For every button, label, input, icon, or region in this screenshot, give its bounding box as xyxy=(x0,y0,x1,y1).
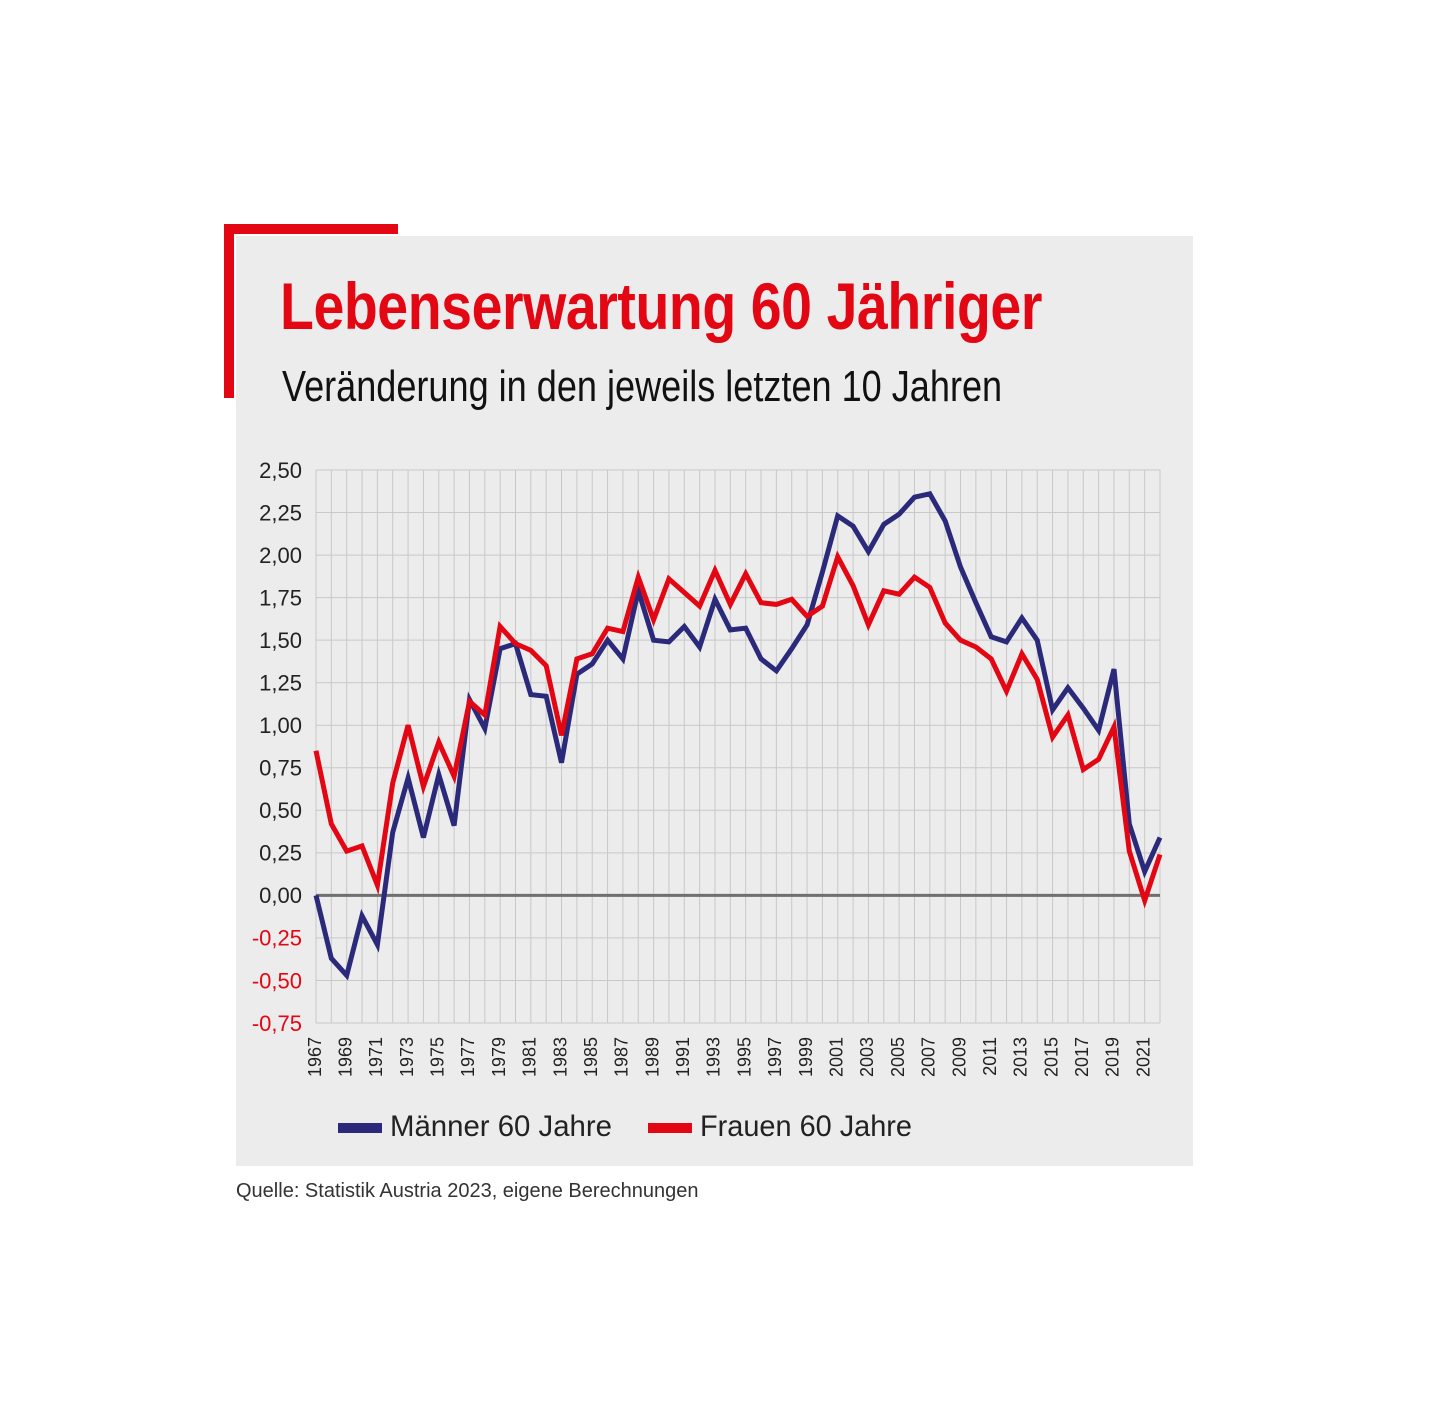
x-tick-label: 2007 xyxy=(919,1037,939,1077)
x-tick-label: 1987 xyxy=(612,1037,632,1077)
x-tick-label: 2013 xyxy=(1011,1037,1031,1077)
y-tick-label: 1,75 xyxy=(259,585,302,610)
x-tick-label: 1977 xyxy=(458,1037,478,1077)
x-axis-ticks: 1967 1969 1971 1973 1975 1977 1979 1981 1983 1985… xyxy=(305,1037,1154,1077)
x-tick-label: 2011 xyxy=(980,1037,1000,1076)
legend-label-1: Frauen 60 Jahre xyxy=(700,1110,912,1143)
legend: Männer 60 Jahre Frauen 60 Jahre xyxy=(338,1110,912,1143)
accent-bar-top xyxy=(224,224,398,234)
x-tick-label: 2003 xyxy=(857,1037,877,1077)
x-tick-label: 2001 xyxy=(826,1037,846,1077)
y-axis-ticks: 2,50 2,25 2,00 1,75 1,50 1,25 1,00 0,75 0,50 0,25… xyxy=(252,458,302,1036)
series-lines xyxy=(313,490,1163,981)
x-tick-label: 1995 xyxy=(734,1037,754,1077)
x-tick-label: 1979 xyxy=(489,1037,509,1077)
y-tick-label: -0,50 xyxy=(252,968,302,993)
x-tick-label: 1985 xyxy=(581,1037,601,1077)
chart-title: Lebenserwartung 60 Jähriger xyxy=(280,269,1043,343)
y-tick-label: 1,25 xyxy=(259,671,302,696)
y-tick-label: 0,00 xyxy=(259,883,302,908)
x-tick-label: 2005 xyxy=(888,1037,908,1077)
source-note: Quelle: Statistik Austria 2023, eigene B… xyxy=(236,1180,699,1202)
y-tick-label: 0,50 xyxy=(259,798,302,823)
x-tick-label: 1997 xyxy=(765,1037,785,1077)
y-tick-label: 2,00 xyxy=(259,543,302,568)
y-tick-label: 1,50 xyxy=(259,628,302,653)
x-tick-label: 1967 xyxy=(305,1037,325,1077)
x-tick-label: 1971 xyxy=(366,1037,386,1077)
legend-swatch-1 xyxy=(648,1123,692,1133)
series-line-0 xyxy=(313,490,1163,981)
grid-lines xyxy=(315,469,1161,1024)
x-tick-label: 2017 xyxy=(1072,1037,1092,1077)
y-tick-label: 0,75 xyxy=(259,756,302,781)
x-tick-label: 1981 xyxy=(520,1037,540,1077)
x-tick-label: 2015 xyxy=(1041,1037,1061,1077)
y-tick-label: 2,50 xyxy=(259,458,302,483)
x-tick-label: 1993 xyxy=(704,1037,724,1077)
legend-swatch-0 xyxy=(338,1123,382,1133)
y-tick-label: 2,25 xyxy=(259,500,302,525)
x-tick-label: 2009 xyxy=(949,1037,969,1077)
chart-subtitle: Veränderung in den jeweils letzten 10 Ja… xyxy=(282,362,1003,411)
y-tick-label: 1,00 xyxy=(259,713,302,738)
x-tick-label: 1989 xyxy=(642,1037,662,1077)
x-tick-label: 1969 xyxy=(335,1037,355,1077)
x-tick-label: 2019 xyxy=(1103,1037,1123,1077)
x-tick-label: 1991 xyxy=(673,1037,693,1077)
y-tick-label: -0,75 xyxy=(252,1011,302,1036)
x-tick-label: 1999 xyxy=(796,1037,816,1077)
y-tick-label: 0,25 xyxy=(259,841,302,866)
x-tick-label: 1975 xyxy=(428,1037,448,1077)
series-line-1 xyxy=(313,550,1163,909)
y-tick-label: -0,25 xyxy=(252,926,302,951)
accent-bar-left xyxy=(224,224,234,398)
x-tick-label: 1983 xyxy=(550,1037,570,1077)
x-tick-label: 1973 xyxy=(397,1037,417,1077)
legend-label-0: Männer 60 Jahre xyxy=(390,1110,612,1143)
x-tick-label: 2021 xyxy=(1133,1037,1153,1077)
